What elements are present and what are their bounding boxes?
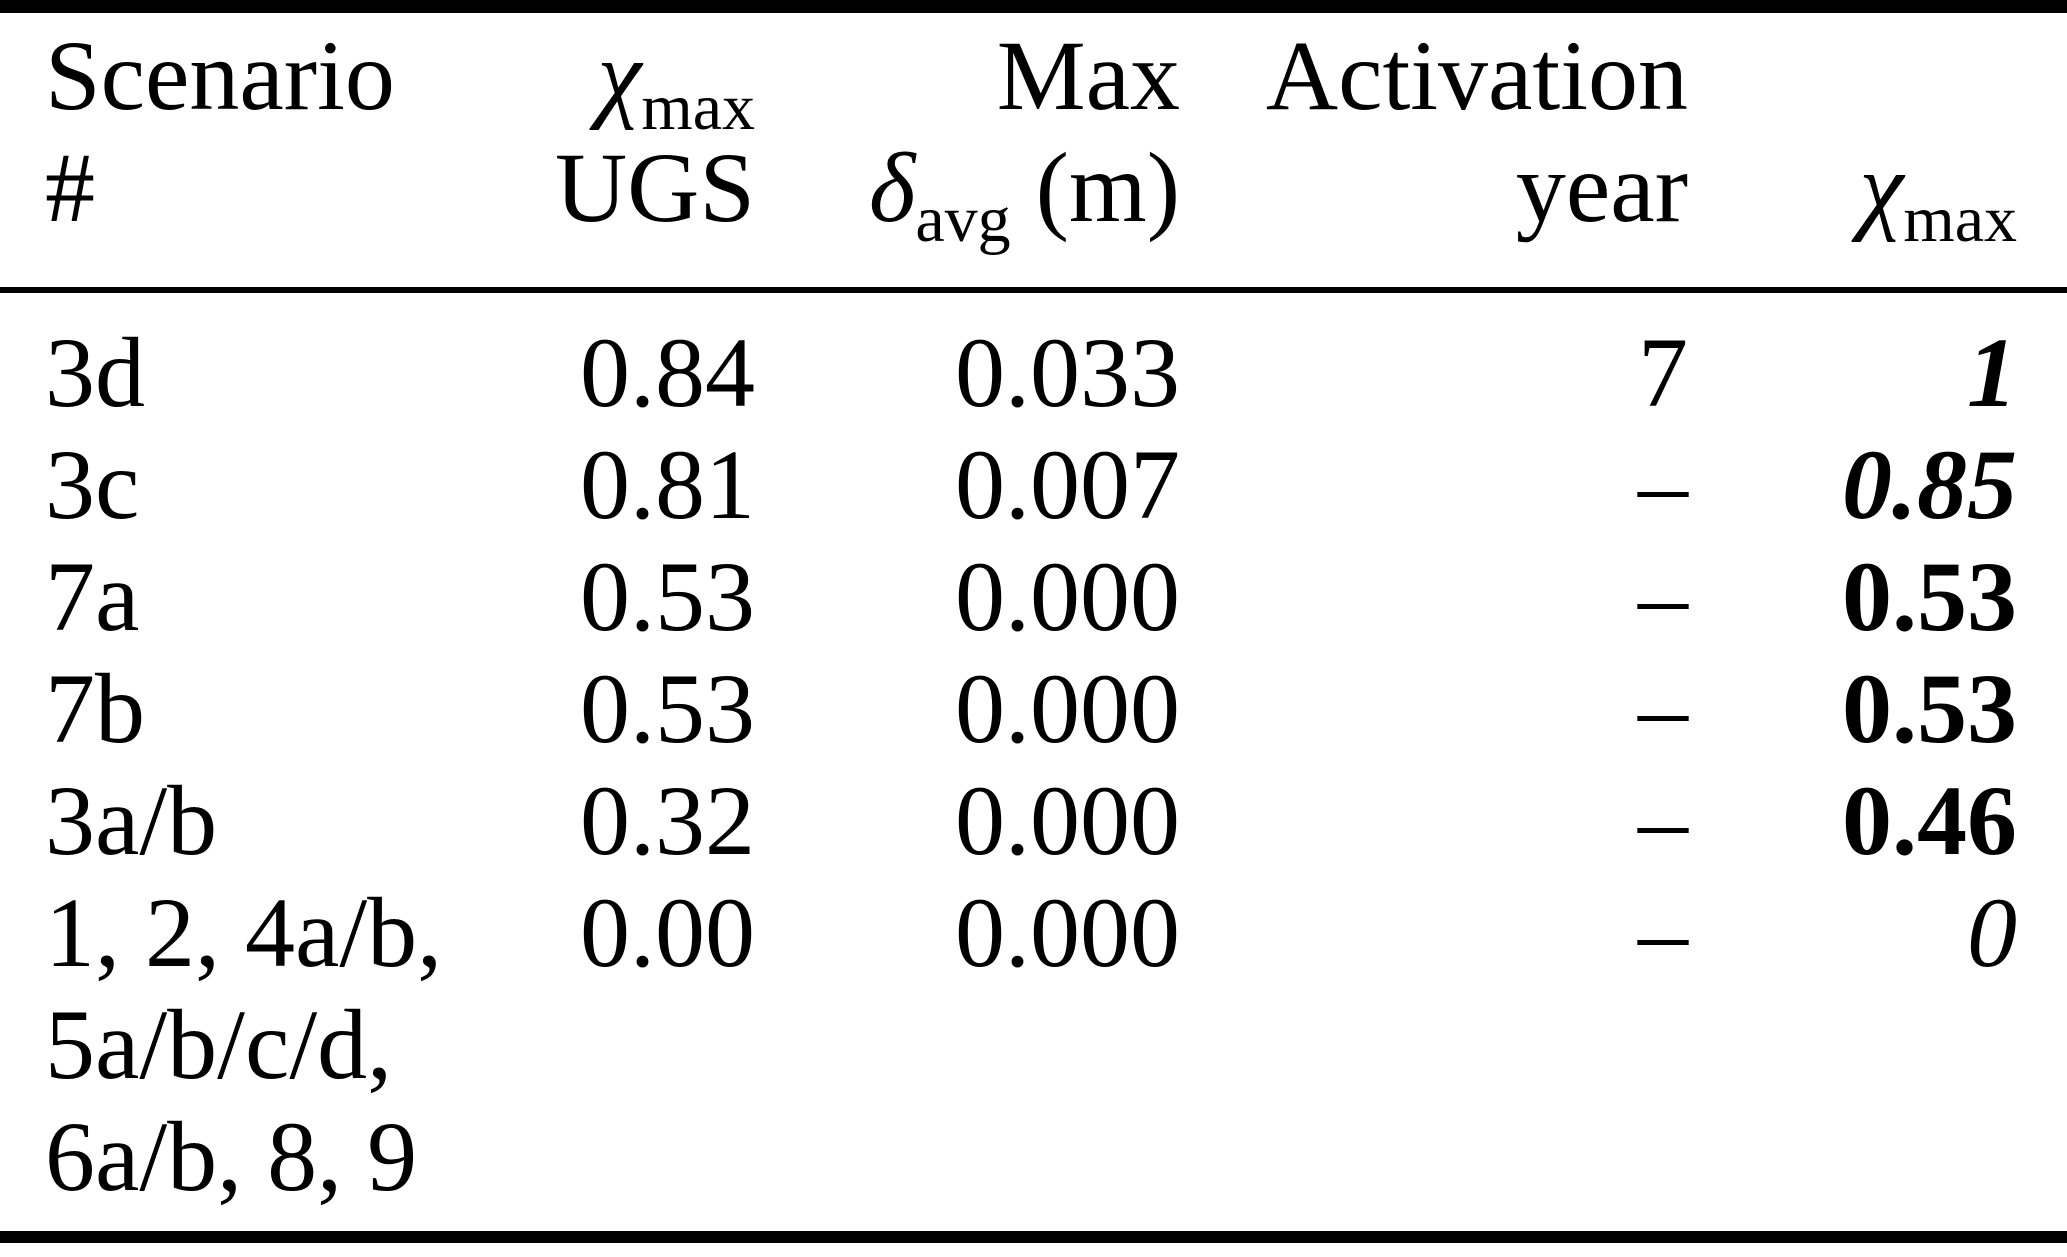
chi-subscript: max — [1903, 183, 2017, 256]
header-activation-year: Activation year — [1180, 6, 1688, 293]
header-scenario-line1: Scenario — [45, 20, 395, 131]
chi-subscript: max — [641, 71, 755, 144]
cell-chi-max-ugs: 0.84 — [580, 317, 755, 428]
table-row: 7b 0.53 0.000 – 0.53 — [0, 653, 2067, 765]
cell-max-delta-avg: 0.000 — [955, 653, 1180, 764]
delta-subscript: avg — [915, 183, 1011, 256]
cell-chi-max-ugs: 0.53 — [580, 653, 755, 764]
cell-max-delta-avg: 0.000 — [955, 765, 1180, 876]
header-chi-max: χmax — [1688, 6, 2067, 293]
cell-chi-max-ugs: 0.32 — [580, 765, 755, 876]
chi-symbol: χ — [1859, 132, 1904, 243]
cell-max-delta-avg: 0.000 — [955, 877, 1180, 988]
cell-chi-max-ugs: 0.00 — [580, 877, 755, 988]
cell-chi-max: 0.53 — [1842, 653, 2017, 764]
header-scenario: Scenario # — [0, 6, 480, 293]
delta-unit: (m) — [1010, 132, 1180, 243]
cell-chi-max-ugs: 0.81 — [580, 429, 755, 540]
cell-activation-year: – — [1638, 541, 1688, 652]
header-chi-max-line: χmax — [480, 20, 755, 141]
table-row: 1, 2, 4a/b, 5a/b/c/d, 6a/b, 8, 9 0.00 0.… — [0, 877, 2067, 1237]
cell-scenario: 3d — [45, 317, 145, 428]
header-scenario-line2: # — [45, 132, 95, 243]
cell-chi-max: 0 — [1967, 877, 2017, 988]
header-delta-line: δavg (m) — [755, 132, 1180, 253]
table-body: 3d 0.84 0.033 7 1 3c 0.81 0.007 – 0.85 7… — [0, 290, 2067, 1237]
cell-scenario: 1, 2, 4a/b, 5a/b/c/d, 6a/b, 8, 9 — [45, 877, 443, 1212]
cell-chi-max: 0.53 — [1842, 541, 2017, 652]
cell-activation-year: 7 — [1638, 317, 1688, 428]
table-row: 3a/b 0.32 0.000 – 0.46 — [0, 765, 2067, 877]
header-max-delta-avg: Max δavg (m) — [755, 6, 1180, 293]
cell-max-delta-avg: 0.000 — [955, 541, 1180, 652]
cell-activation-year: – — [1638, 653, 1688, 764]
header-row: Scenario # χmax UGS Max δavg (m) Activat… — [0, 6, 2067, 293]
header-year-line: year — [1515, 132, 1688, 243]
header-ugs-line: UGS — [554, 132, 755, 243]
header-chi-max-line2: χmax — [1688, 132, 2017, 253]
cell-activation-year: – — [1638, 765, 1688, 876]
chi-symbol: χ — [597, 20, 642, 131]
header-empty-line — [1688, 20, 2017, 132]
cell-scenario: 3a/b — [45, 765, 218, 876]
header-activation-line: Activation — [1265, 20, 1688, 131]
cell-scenario: 7a — [45, 541, 140, 652]
cell-scenario: 3c — [45, 429, 140, 540]
table-row: 3c 0.81 0.007 – 0.85 — [0, 429, 2067, 541]
cell-activation-year: – — [1638, 429, 1688, 540]
cell-chi-max: 0.46 — [1842, 765, 2017, 876]
cell-chi-max: 0.85 — [1842, 429, 2017, 540]
cell-scenario: 7b — [45, 653, 145, 764]
cell-activation-year: – — [1638, 877, 1688, 988]
table-row: 7a 0.53 0.000 – 0.53 — [0, 541, 2067, 653]
table-header: Scenario # χmax UGS Max δavg (m) Activat… — [0, 6, 2067, 293]
cell-max-delta-avg: 0.033 — [955, 317, 1180, 428]
cell-max-delta-avg: 0.007 — [955, 429, 1180, 540]
header-max-line: Max — [996, 20, 1180, 131]
header-chi-max-ugs: χmax UGS — [480, 6, 755, 293]
delta-symbol: δ — [868, 132, 916, 243]
cell-chi-max: 1 — [1967, 317, 2017, 428]
table-row: 3d 0.84 0.033 7 1 — [0, 290, 2067, 429]
cell-chi-max-ugs: 0.53 — [580, 541, 755, 652]
